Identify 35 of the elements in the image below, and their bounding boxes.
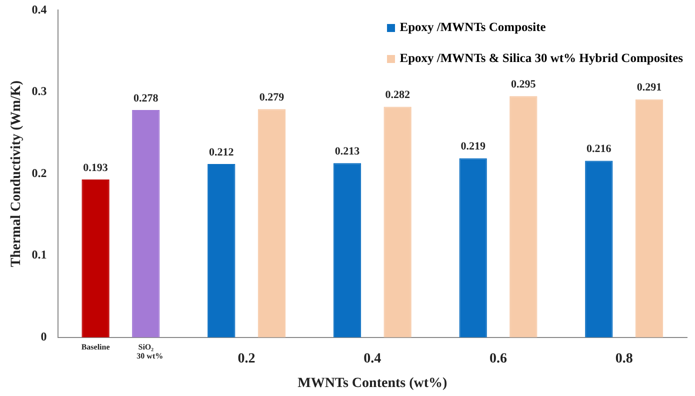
x-tick-label: 0.2 [238,351,256,366]
data-label: 0.291 [636,82,662,94]
bar [208,164,236,338]
data-label: 0.219 [460,140,486,153]
x-tick-label: 0.4 [364,351,382,366]
bar [585,160,613,338]
bar [333,163,362,338]
bar [258,109,286,338]
y-tick-label: 0 [40,329,47,344]
data-label: 0.282 [385,89,410,102]
bar [510,96,538,338]
data-label: 0.212 [209,146,234,158]
x-tick-label: 0.8 [615,351,633,366]
legend-label: Epoxy /MWNTs & Silica 30 wt% Hybrid Composites [398,51,683,66]
data-label: 0.278 [134,92,159,104]
x-tick-label: 0.6 [489,351,507,366]
y-tick-label: 0.3 [32,84,47,98]
y-tick-label: 0.2 [32,166,47,180]
data-label: 0.216 [586,143,612,156]
y-tick-label: 0.4 [32,2,47,16]
text: SiO₂ 30 wt% [136,342,164,360]
y-tick-label: 0.1 [32,248,47,262]
data-label: 0.295 [511,78,536,90]
bar [635,99,664,338]
data-label: 0.213 [334,146,360,158]
legend-label: Epoxy /MWNTs Composite [398,20,547,35]
bar [132,110,160,338]
data-label: 0.279 [259,92,285,104]
bar [384,106,412,338]
data-label: 0.193 [83,162,108,174]
text: Baseline [81,342,110,352]
bar [459,158,487,338]
x-axis-title: MWNTs Contents (wt%) [298,376,448,392]
y-axis-title: Thermal Conductivity (Wm/K) [9,80,24,268]
bar [82,180,110,338]
